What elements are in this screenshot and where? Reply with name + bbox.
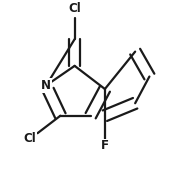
- Text: N: N: [41, 79, 51, 92]
- Text: Cl: Cl: [24, 132, 36, 145]
- Text: F: F: [101, 139, 109, 153]
- Text: Cl: Cl: [68, 2, 81, 15]
